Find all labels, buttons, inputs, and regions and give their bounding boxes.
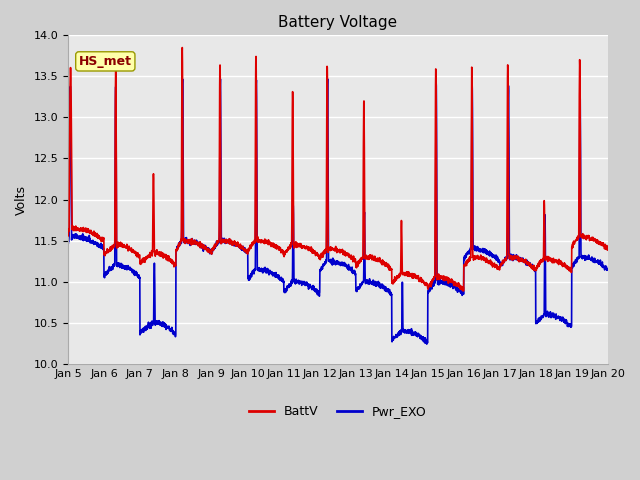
Pwr_EXO [64,241,72,247]
Pwr_EXO [604,266,611,272]
Pwr_EXO [125,266,133,272]
BattV [64,233,72,239]
BattV [460,288,467,294]
BattV [593,237,601,242]
Pwr_EXO [593,259,601,265]
BattV [271,245,279,251]
Title: Battery Voltage: Battery Voltage [278,15,397,30]
Pwr_EXO [324,76,332,82]
Legend: BattV, Pwr_EXO: BattV, Pwr_EXO [244,400,432,423]
BattV [535,261,543,266]
Pwr_EXO [271,272,279,277]
BattV [294,243,302,249]
BattV [179,45,186,50]
Pwr_EXO [423,341,431,347]
BattV [157,252,165,257]
Line: BattV: BattV [68,48,607,291]
Pwr_EXO [294,279,302,285]
Pwr_EXO [535,318,543,324]
Y-axis label: Volts: Volts [15,184,28,215]
BattV [125,246,133,252]
Pwr_EXO [157,321,165,326]
Line: Pwr_EXO: Pwr_EXO [68,79,607,344]
Text: HS_met: HS_met [79,55,132,68]
BattV [604,246,611,252]
